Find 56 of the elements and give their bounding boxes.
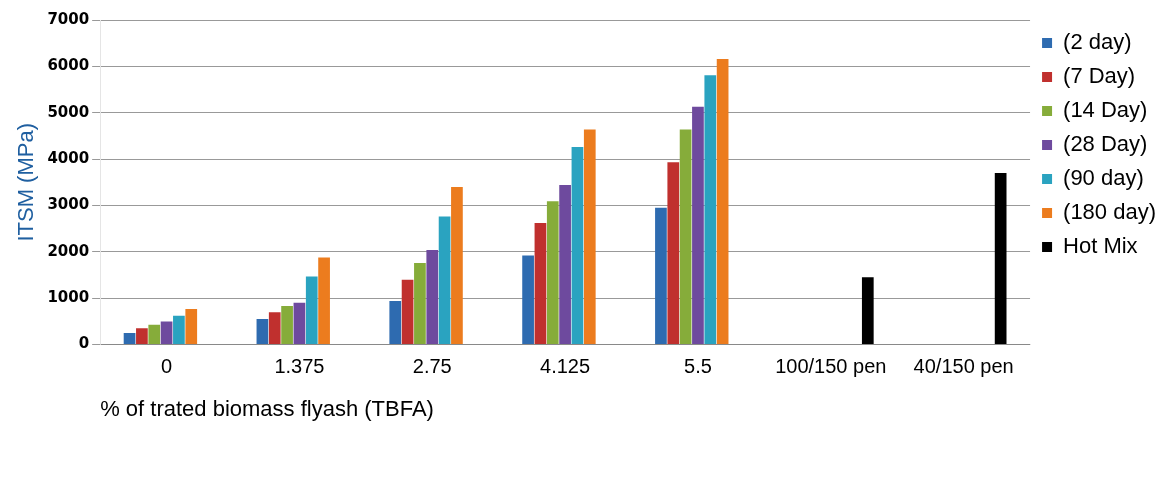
y-tick-label: 6000 [47,56,90,75]
bar [583,129,596,345]
x-tick-label: 1.375 [274,355,325,378]
x-tick-label: 4.125 [540,355,591,378]
y-tick-label: 1000 [47,288,90,307]
x-tick-label: 2.75 [412,355,452,378]
legend-label: (90 day) [1063,165,1144,191]
x-tick-label: 0 [161,355,173,378]
bar [692,106,704,345]
bar [293,302,306,345]
legend-label: (7 Day) [1063,63,1136,89]
bar [679,129,692,345]
bar [160,321,173,345]
bar [136,328,148,345]
bar [704,75,717,345]
legend-label: (180 day) [1063,199,1157,225]
bar [559,185,571,345]
y-tick-label: 5000 [47,102,90,121]
bar [451,186,463,345]
y-tick-label: 0 [78,334,90,353]
bar [655,207,667,345]
bar [571,147,584,345]
bar [716,58,729,345]
x-tick-label: 100/150 pen [775,355,887,378]
bar [123,333,136,345]
y-tick-label: 4000 [47,149,90,167]
x-axis-title: % of trated biomass flyash (TBFA) [100,395,434,421]
bar [256,319,269,345]
x-tick-label: 5.5 [684,355,712,378]
bar [281,306,293,345]
legend-label: (2 day) [1063,29,1132,55]
bar [305,276,318,345]
bar [861,277,874,345]
bar [185,308,198,345]
bar [268,312,281,345]
bar [318,257,330,345]
bar [401,279,414,345]
x-tick-label: 40/150 pen [913,355,1014,378]
y-tick-label: 3000 [47,195,90,214]
y-tick-label: 7000 [47,9,90,28]
legend-label: Hot Mix [1063,233,1138,259]
bar [667,162,680,345]
bar [522,255,534,345]
bar [148,324,161,345]
legend-label: (28 Day) [1063,131,1148,157]
bar [426,250,439,345]
bar [438,216,451,345]
bar [173,315,185,345]
legend-label: (14 Day) [1063,97,1148,123]
bar [414,262,426,345]
y-axis-title: ITSM (MPa) [13,123,39,242]
bar [534,223,547,345]
y-tick-label: 2000 [47,241,90,260]
bar [389,301,402,345]
bar [546,201,559,345]
bar [994,173,1007,345]
